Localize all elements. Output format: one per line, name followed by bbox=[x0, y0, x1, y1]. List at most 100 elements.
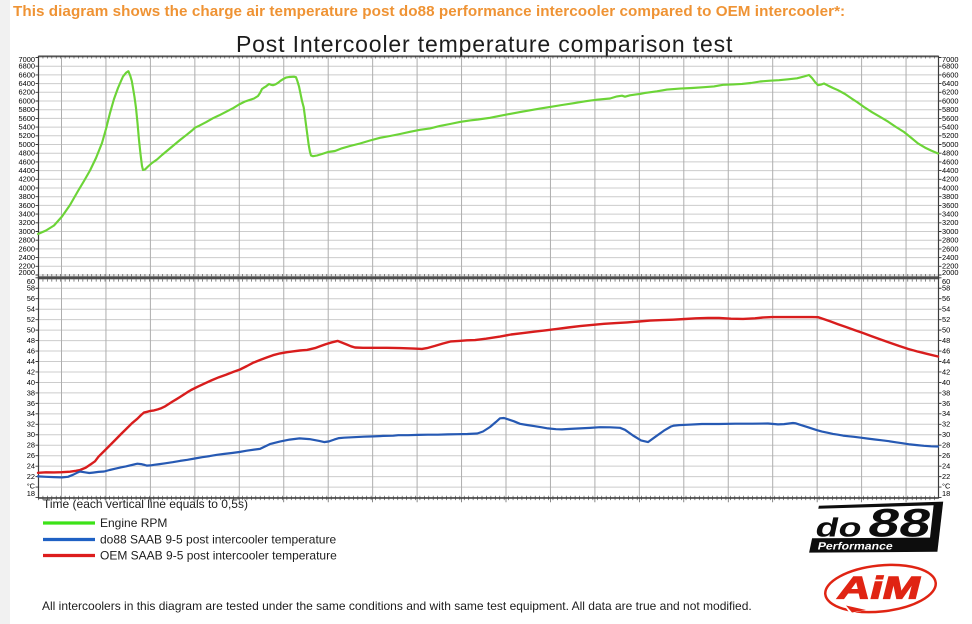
svg-text:3600: 3600 bbox=[19, 201, 35, 210]
svg-text:6200: 6200 bbox=[19, 88, 35, 97]
svg-text:60: 60 bbox=[27, 277, 35, 286]
svg-text:3200: 3200 bbox=[942, 218, 958, 227]
svg-text:4600: 4600 bbox=[942, 157, 958, 166]
svg-text:do88 SAAB 9-5 post intercooler: do88 SAAB 9-5 post intercooler temperatu… bbox=[100, 533, 336, 547]
svg-text:AiM: AiM bbox=[834, 570, 925, 605]
svg-text:4200: 4200 bbox=[942, 175, 958, 184]
svg-text:4400: 4400 bbox=[942, 166, 958, 175]
svg-text:5200: 5200 bbox=[19, 131, 35, 140]
svg-text:54: 54 bbox=[942, 305, 950, 314]
svg-text:°C: °C bbox=[942, 482, 951, 491]
svg-text:6400: 6400 bbox=[19, 79, 35, 88]
svg-text:2000: 2000 bbox=[19, 268, 35, 277]
svg-text:6600: 6600 bbox=[19, 70, 35, 79]
svg-text:32: 32 bbox=[942, 420, 950, 429]
svg-text:48: 48 bbox=[27, 336, 35, 345]
svg-text:5600: 5600 bbox=[942, 114, 958, 123]
svg-text:3800: 3800 bbox=[19, 192, 35, 201]
svg-text:5800: 5800 bbox=[19, 105, 35, 114]
svg-text:6000: 6000 bbox=[942, 96, 958, 105]
svg-text:18: 18 bbox=[942, 489, 950, 498]
svg-text:5800: 5800 bbox=[942, 105, 958, 114]
svg-text:5400: 5400 bbox=[19, 123, 35, 132]
svg-text:°C: °C bbox=[27, 482, 36, 491]
svg-text:58: 58 bbox=[942, 284, 950, 293]
svg-text:50: 50 bbox=[942, 326, 950, 335]
svg-text:5000: 5000 bbox=[942, 140, 958, 149]
svg-text:2200: 2200 bbox=[942, 262, 958, 271]
svg-text:4400: 4400 bbox=[19, 166, 35, 175]
svg-text:5600: 5600 bbox=[19, 114, 35, 123]
svg-text:6800: 6800 bbox=[942, 62, 958, 71]
svg-text:50: 50 bbox=[27, 326, 35, 335]
svg-text:2600: 2600 bbox=[19, 244, 35, 253]
svg-text:26: 26 bbox=[27, 451, 35, 460]
svg-text:4200: 4200 bbox=[19, 175, 35, 184]
svg-text:34: 34 bbox=[27, 409, 35, 418]
svg-text:2800: 2800 bbox=[19, 236, 35, 245]
svg-text:22: 22 bbox=[27, 472, 35, 481]
svg-text:52: 52 bbox=[942, 315, 950, 324]
svg-text:5200: 5200 bbox=[942, 131, 958, 140]
svg-text:36: 36 bbox=[942, 399, 950, 408]
svg-text:4000: 4000 bbox=[19, 183, 35, 192]
svg-text:46: 46 bbox=[942, 346, 950, 355]
svg-text:22: 22 bbox=[942, 472, 950, 481]
svg-text:58: 58 bbox=[27, 284, 35, 293]
svg-text:42: 42 bbox=[942, 367, 950, 376]
svg-text:Engine RPM: Engine RPM bbox=[100, 516, 167, 530]
svg-text:2400: 2400 bbox=[942, 253, 958, 262]
svg-text:2600: 2600 bbox=[942, 244, 958, 253]
svg-text:24: 24 bbox=[27, 462, 35, 471]
svg-text:46: 46 bbox=[27, 346, 35, 355]
svg-text:4800: 4800 bbox=[942, 149, 958, 158]
svg-text:4800: 4800 bbox=[19, 149, 35, 158]
svg-text:56: 56 bbox=[942, 294, 950, 303]
svg-text:2800: 2800 bbox=[942, 236, 958, 245]
svg-text:5000: 5000 bbox=[19, 140, 35, 149]
svg-text:OEM SAAB 9-5 post intercooler: OEM SAAB 9-5 post intercooler temperatur… bbox=[100, 549, 337, 563]
svg-text:6600: 6600 bbox=[942, 70, 958, 79]
svg-text:30: 30 bbox=[27, 430, 35, 439]
svg-text:do: do bbox=[813, 513, 865, 543]
svg-text:3800: 3800 bbox=[942, 192, 958, 201]
svg-text:88: 88 bbox=[864, 500, 936, 545]
svg-text:36: 36 bbox=[27, 399, 35, 408]
svg-text:3000: 3000 bbox=[19, 227, 35, 236]
svg-text:40: 40 bbox=[27, 378, 35, 387]
svg-text:Performance: Performance bbox=[816, 540, 894, 552]
svg-text:54: 54 bbox=[27, 305, 35, 314]
svg-text:2400: 2400 bbox=[19, 253, 35, 262]
svg-text:42: 42 bbox=[27, 367, 35, 376]
svg-text:4000: 4000 bbox=[942, 183, 958, 192]
svg-text:38: 38 bbox=[27, 388, 35, 397]
svg-text:2000: 2000 bbox=[942, 268, 958, 277]
svg-text:5400: 5400 bbox=[942, 123, 958, 132]
svg-text:24: 24 bbox=[942, 462, 950, 471]
svg-text:60: 60 bbox=[942, 277, 950, 286]
svg-text:38: 38 bbox=[942, 388, 950, 397]
svg-text:44: 44 bbox=[942, 357, 950, 366]
svg-text:44: 44 bbox=[27, 357, 35, 366]
svg-text:56: 56 bbox=[27, 294, 35, 303]
svg-text:7000: 7000 bbox=[942, 55, 958, 64]
svg-text:40: 40 bbox=[942, 378, 950, 387]
svg-text:48: 48 bbox=[942, 336, 950, 345]
svg-text:6200: 6200 bbox=[942, 88, 958, 97]
svg-text:32: 32 bbox=[27, 420, 35, 429]
svg-text:26: 26 bbox=[942, 451, 950, 460]
svg-text:7000: 7000 bbox=[19, 55, 35, 64]
svg-text:3200: 3200 bbox=[19, 218, 35, 227]
svg-text:3600: 3600 bbox=[942, 201, 958, 210]
svg-text:2200: 2200 bbox=[19, 262, 35, 271]
svg-text:3400: 3400 bbox=[942, 210, 958, 219]
svg-text:6000: 6000 bbox=[19, 96, 35, 105]
svg-text:52: 52 bbox=[27, 315, 35, 324]
svg-text:18: 18 bbox=[27, 489, 35, 498]
svg-text:28: 28 bbox=[27, 441, 35, 450]
svg-text:6800: 6800 bbox=[19, 62, 35, 71]
svg-text:3400: 3400 bbox=[19, 210, 35, 219]
svg-text:34: 34 bbox=[942, 409, 950, 418]
svg-text:28: 28 bbox=[942, 441, 950, 450]
svg-text:30: 30 bbox=[942, 430, 950, 439]
